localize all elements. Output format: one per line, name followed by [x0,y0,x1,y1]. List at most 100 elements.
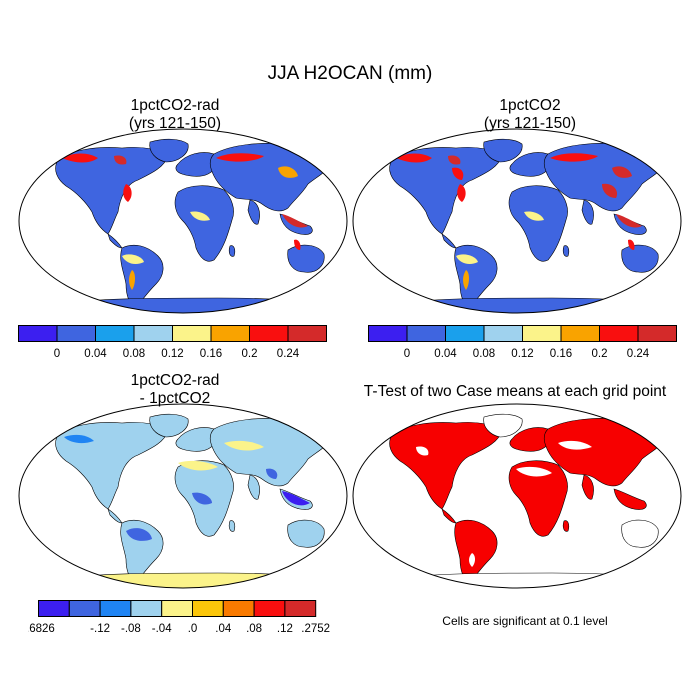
value-patch [448,155,461,165]
colorbar-box [637,325,677,342]
colorbar-box [284,600,317,617]
value-patch [126,528,152,541]
colorbar-tick-label: 0.12 [511,348,533,360]
colorbar-tick-label: .2752 [301,623,330,635]
colorbar-tick-label: -.04 [152,623,172,635]
colorbar-box [522,325,562,342]
colorbar-box [192,600,224,617]
value-patch [616,214,642,228]
colorbar-box [161,600,193,617]
continent-antarctica [391,297,654,313]
value-patch [62,153,98,163]
map-ttest [352,403,682,589]
map-rad [18,128,348,314]
colorbar-box [445,325,485,342]
colorbar-tick-label: 0.24 [277,348,300,360]
continent-southAmerica [454,519,498,584]
colorbar-box [99,600,132,617]
map-control [352,128,682,314]
colorbar-tick-label: 0.04 [84,348,107,360]
colorbar-tick-label: 0.24 [627,348,650,360]
colorbar-control: 0 0.04 0.08 0.12 0.16 0.2 0.24 [368,325,677,360]
panel-title-rad-line1: 1pctCO2-rad [130,97,220,114]
map-border [18,128,348,314]
value-patch [216,153,264,162]
value-patch [278,166,298,178]
panel-title-difference-line2: - 1pctCO2 [139,390,211,407]
continent-india [581,199,594,225]
value-patch [122,254,144,264]
value-patch [64,434,94,444]
main-title: JJA H2OCAN (mm) [267,63,433,84]
value-patch [224,440,264,451]
colorbar-tick-label: -.08 [121,623,141,635]
colorbar-box [68,600,101,617]
value-patch [524,211,544,221]
continent-northAmerica [55,422,169,510]
value-patch [628,239,635,250]
colorbar-tick-label: 0.12 [161,348,183,360]
map-border [352,128,682,314]
insignificant-patch [516,466,552,477]
continent-madagascar [562,245,570,257]
value-patch [550,153,598,162]
panel-title-difference-line1: 1pctCO2-rad [130,372,220,389]
value-patch [396,153,432,163]
continent-india [247,199,260,225]
value-patch [612,166,632,178]
colorbar-difference: -.6826 -.12 -.08 -.04 .0 .04 .08 .12 .2752 [28,600,330,635]
colorbar-box [560,325,600,342]
colorbar-box [368,325,408,342]
colorbar-box [210,325,250,342]
value-patch [266,468,278,479]
colorbar-box [56,325,96,342]
value-patch [190,211,210,221]
continent-northAmerica [55,147,169,235]
panel-title-control: 1pctCO2 (yrs 121-150) [410,97,650,133]
colorbar-box [222,600,255,617]
colorbar-box [483,325,523,342]
colorbar-box [253,600,286,617]
continent-europe [509,427,552,452]
colorbar-tick-label: .08 [246,623,262,635]
insignificant-patch [416,446,429,456]
colorbar-tick-label: 0 [404,348,410,360]
map-border [352,403,682,589]
value-patch [129,270,135,290]
continent-antarctica [57,297,320,313]
colorbar-tick-label: 0.08 [473,348,495,360]
panel-title-control-line2: (yrs 121-150) [483,115,577,132]
continent-centralAmerica [107,508,123,524]
value-patch [192,492,212,505]
colorbar-box [406,325,446,342]
map-border [18,403,348,589]
continent-australia [621,519,659,548]
continent-northAmerica [389,147,503,235]
panel-title-rad-line2: (yrs 121-150) [128,115,222,132]
value-patch [178,460,218,471]
continent-seAsia [613,488,647,510]
colorbar-tick-label: 0.2 [592,348,608,360]
colorbar-box [599,325,639,342]
colorbar-tick-label: -.6826 [28,623,55,635]
colorbar-box [172,325,212,342]
colorbar-box [249,325,289,342]
map-difference [18,403,348,589]
continent-greenland [483,413,523,438]
colorbar-box [133,325,173,342]
continent-africa [508,460,568,537]
colorbar-tick-label: 0.16 [550,348,572,360]
value-patch [294,239,301,250]
colorbar-tick-label: 0.16 [200,348,222,360]
value-patch [452,167,464,180]
continent-madagascar [228,245,236,257]
continent-northAmerica [389,422,503,510]
colorbar-box [130,600,163,617]
insignificant-patch [469,553,475,567]
continent-greenland [149,138,189,163]
continent-antarctica [391,572,654,588]
continent-australia [287,519,325,548]
continent-madagascar [228,520,236,532]
continent-greenland [149,413,189,438]
colorbar-tick-label: .12 [277,623,293,635]
